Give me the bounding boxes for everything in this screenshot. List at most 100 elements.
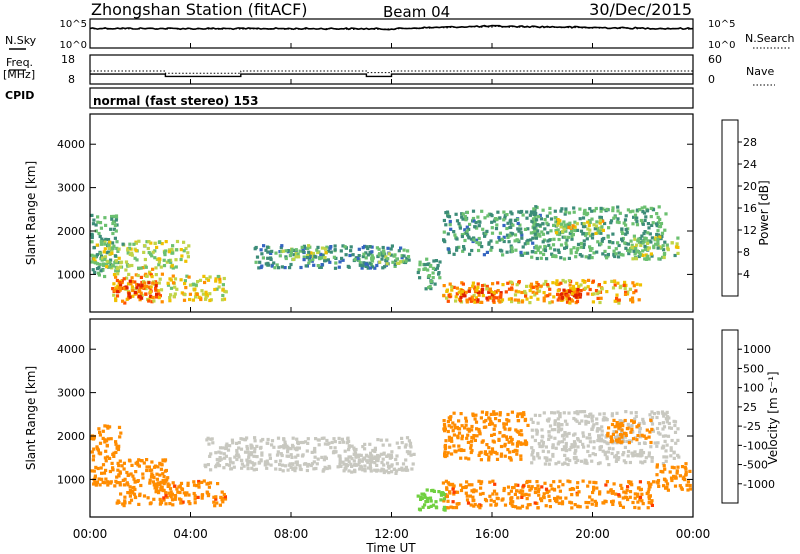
heatmap-cell (655, 224, 659, 228)
heatmap-cell (125, 286, 129, 290)
heatmap-cell (116, 461, 120, 465)
heatmap-cell (433, 267, 438, 271)
heatmap-cell (475, 434, 479, 438)
heatmap-cell (381, 468, 386, 472)
heatmap-cell (123, 501, 127, 505)
heatmap-cell (377, 253, 381, 257)
heatmap-cell (509, 496, 513, 500)
heatmap-cell (142, 494, 147, 498)
heatmap-cell (119, 261, 123, 265)
heatmap-cell (426, 262, 430, 266)
heatmap-cell (265, 466, 269, 470)
heatmap-cell (520, 300, 524, 304)
heatmap-cell (459, 456, 463, 460)
heatmap-cell (511, 442, 515, 446)
heatmap-cell (179, 481, 184, 485)
heatmap-cell (443, 429, 447, 433)
heatmap-cell (144, 287, 148, 291)
heatmap-cell (197, 479, 201, 484)
heatmap-cell (648, 232, 652, 236)
heatmap-cell (613, 254, 617, 259)
heatmap-cell (636, 486, 641, 490)
heatmap-cell (116, 290, 120, 294)
heatmap-cell (466, 501, 471, 505)
x-tick-label: 08:00 (274, 527, 309, 541)
heatmap-cell (630, 427, 634, 431)
heatmap-cell (435, 266, 439, 270)
heatmap-cell (647, 257, 651, 261)
heatmap-cell (592, 251, 596, 255)
heatmap-cell (452, 411, 456, 415)
heatmap-cell (516, 430, 520, 434)
noise-tick-left-bottom: 10^0 (60, 40, 87, 51)
heatmap-cell (562, 288, 566, 292)
heatmap-cell (541, 208, 545, 212)
heatmap-cell (499, 444, 504, 449)
heatmap-cell (686, 480, 690, 484)
heatmap-cell (179, 248, 183, 252)
heatmap-cell (644, 257, 648, 261)
heatmap-cell (502, 486, 506, 491)
heatmap-cell (224, 446, 228, 451)
heatmap-cell (122, 483, 126, 487)
heatmap-cell (624, 410, 628, 414)
heatmap-cell (634, 289, 638, 293)
heatmap-cell (623, 445, 627, 449)
heatmap-cell (480, 410, 484, 414)
heatmap-cell (607, 463, 611, 467)
heatmap-cell (179, 501, 183, 505)
heatmap-cell (477, 224, 481, 228)
heatmap-cell (219, 495, 223, 499)
heatmap-cell (663, 434, 668, 438)
heatmap-cell (636, 454, 640, 458)
heatmap-cell (153, 486, 157, 490)
heatmap-cell (383, 265, 387, 269)
heatmap-cell (188, 502, 192, 506)
heatmap-cell (591, 425, 595, 429)
heatmap-cell (553, 411, 557, 415)
heatmap-cell (622, 459, 626, 463)
heatmap-cell (635, 208, 640, 212)
heatmap-cell (598, 461, 602, 465)
heatmap-cell (103, 456, 107, 460)
heatmap-cell (204, 295, 208, 299)
heatmap-cell (118, 281, 122, 285)
heatmap-cell (468, 494, 472, 498)
heatmap-cell (626, 248, 630, 252)
heatmap-cell (559, 243, 564, 247)
heatmap-cell (688, 487, 692, 491)
heatmap-cell (556, 221, 561, 225)
heatmap-cell (515, 489, 519, 493)
heatmap-cell (655, 473, 659, 477)
heatmap-cell (585, 213, 589, 217)
heatmap-cell (99, 466, 103, 470)
heatmap-cell (470, 435, 474, 440)
heatmap-cell (630, 296, 635, 300)
heatmap-cell (529, 238, 533, 242)
heatmap-cell (577, 490, 581, 494)
heatmap-cell (614, 430, 619, 434)
heatmap-cell (134, 470, 138, 474)
x-tick-label: 16:00 (475, 527, 510, 541)
heatmap-cell (513, 218, 517, 222)
heatmap-cell (282, 446, 286, 450)
heatmap-cell (535, 218, 539, 222)
heatmap-cell (534, 250, 538, 255)
heatmap-cell (164, 491, 168, 495)
heatmap-cell (650, 410, 654, 414)
velocity-cells (90, 410, 692, 512)
heatmap-cell (380, 461, 384, 465)
heatmap-cell (128, 491, 132, 495)
heatmap-cell (469, 443, 473, 447)
heatmap-cell (131, 474, 135, 478)
heatmap-cell (280, 463, 285, 467)
heatmap-cell (308, 253, 312, 257)
heatmap-cell (657, 484, 661, 488)
heatmap-cell (570, 234, 574, 238)
heatmap-cell (368, 442, 372, 446)
heatmap-cell (518, 432, 522, 436)
heatmap-cell (552, 223, 556, 227)
heatmap-cell (514, 248, 518, 252)
heatmap-cell (511, 223, 515, 227)
heatmap-cell (447, 424, 451, 428)
